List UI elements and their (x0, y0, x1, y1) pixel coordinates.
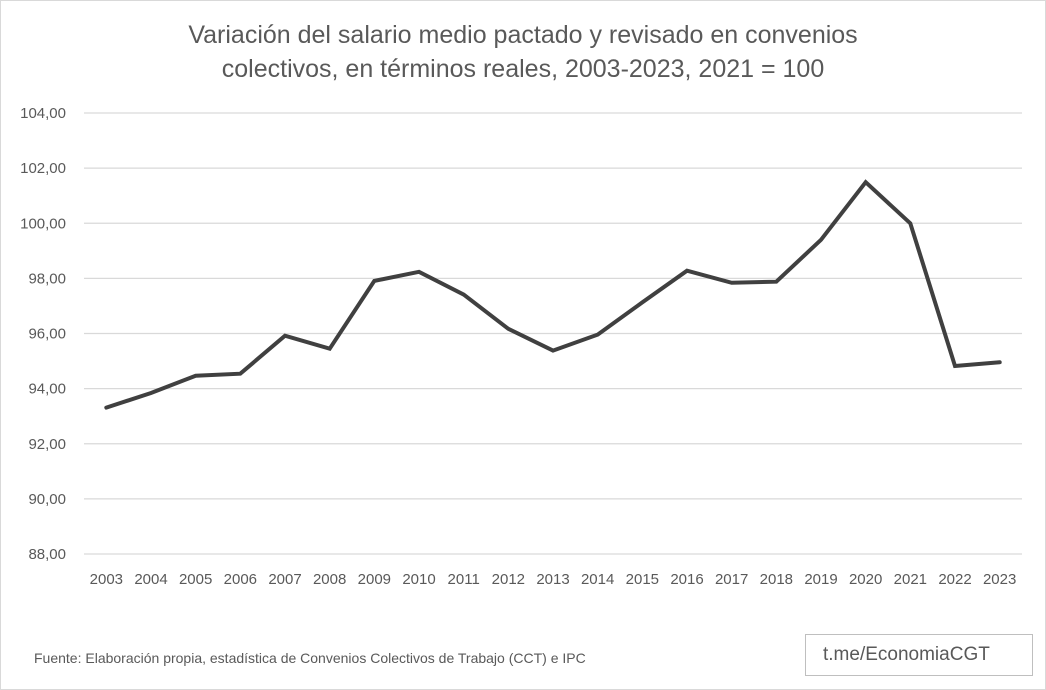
x-tick-label: 2010 (402, 571, 435, 588)
x-tick-label: 2013 (536, 571, 569, 588)
chart-title: Variación del salario medio pactado y re… (0, 18, 1046, 86)
x-tick-label: 2022 (938, 571, 971, 588)
x-tick-label: 2019 (804, 571, 837, 588)
x-tick-label: 2004 (134, 571, 167, 588)
y-tick-label: 92,00 (28, 436, 66, 453)
x-tick-label: 2023 (983, 571, 1016, 588)
y-tick-label: 98,00 (28, 270, 66, 287)
y-tick-label: 90,00 (28, 491, 66, 508)
channel-badge: t.me/EconomiaCGT (805, 634, 1033, 676)
y-tick-label: 94,00 (28, 381, 66, 398)
x-tick-label: 2003 (90, 571, 123, 588)
x-tick-label: 2020 (849, 571, 882, 588)
x-tick-label: 2016 (670, 571, 703, 588)
x-tick-label: 2018 (760, 571, 793, 588)
chart-title-line-1: Variación del salario medio pactado y re… (188, 21, 858, 49)
chart-title-line-2: colectivos, en términos reales, 2003-202… (221, 55, 825, 83)
x-tick-label: 2005 (179, 571, 212, 588)
x-tick-label: 2011 (448, 571, 480, 588)
y-tick-label: 102,00 (20, 160, 66, 177)
x-tick-label: 2008 (313, 571, 346, 588)
series-group (104, 179, 1002, 410)
x-tick-label: 2015 (626, 571, 659, 588)
gridlines (84, 112, 1022, 555)
x-tick-label: 2012 (492, 571, 525, 588)
y-tick-label: 88,00 (28, 546, 66, 563)
y-tick-label: 100,00 (20, 215, 66, 232)
y-tick-label: 96,00 (28, 326, 66, 343)
x-tick-label: 2021 (894, 571, 927, 588)
y-axis-ticks: 88,00 90,00 92,00 94,00 96,00 98,00 100,00 102,… (20, 105, 66, 563)
x-tick-label: 2009 (358, 571, 391, 588)
x-tick-label: 2007 (268, 571, 301, 588)
x-tick-label: 2017 (715, 571, 748, 588)
source-note: Fuente: Elaboración propia, estadística … (34, 650, 586, 666)
y-tick-label: 104,00 (20, 105, 66, 122)
x-tick-label: 2014 (581, 571, 614, 588)
x-tick-label: 2006 (224, 571, 257, 588)
x-axis-ticks: 2003 2004 2005 2006 2007 2008 2009 2010 2011 2012… (90, 571, 1017, 588)
